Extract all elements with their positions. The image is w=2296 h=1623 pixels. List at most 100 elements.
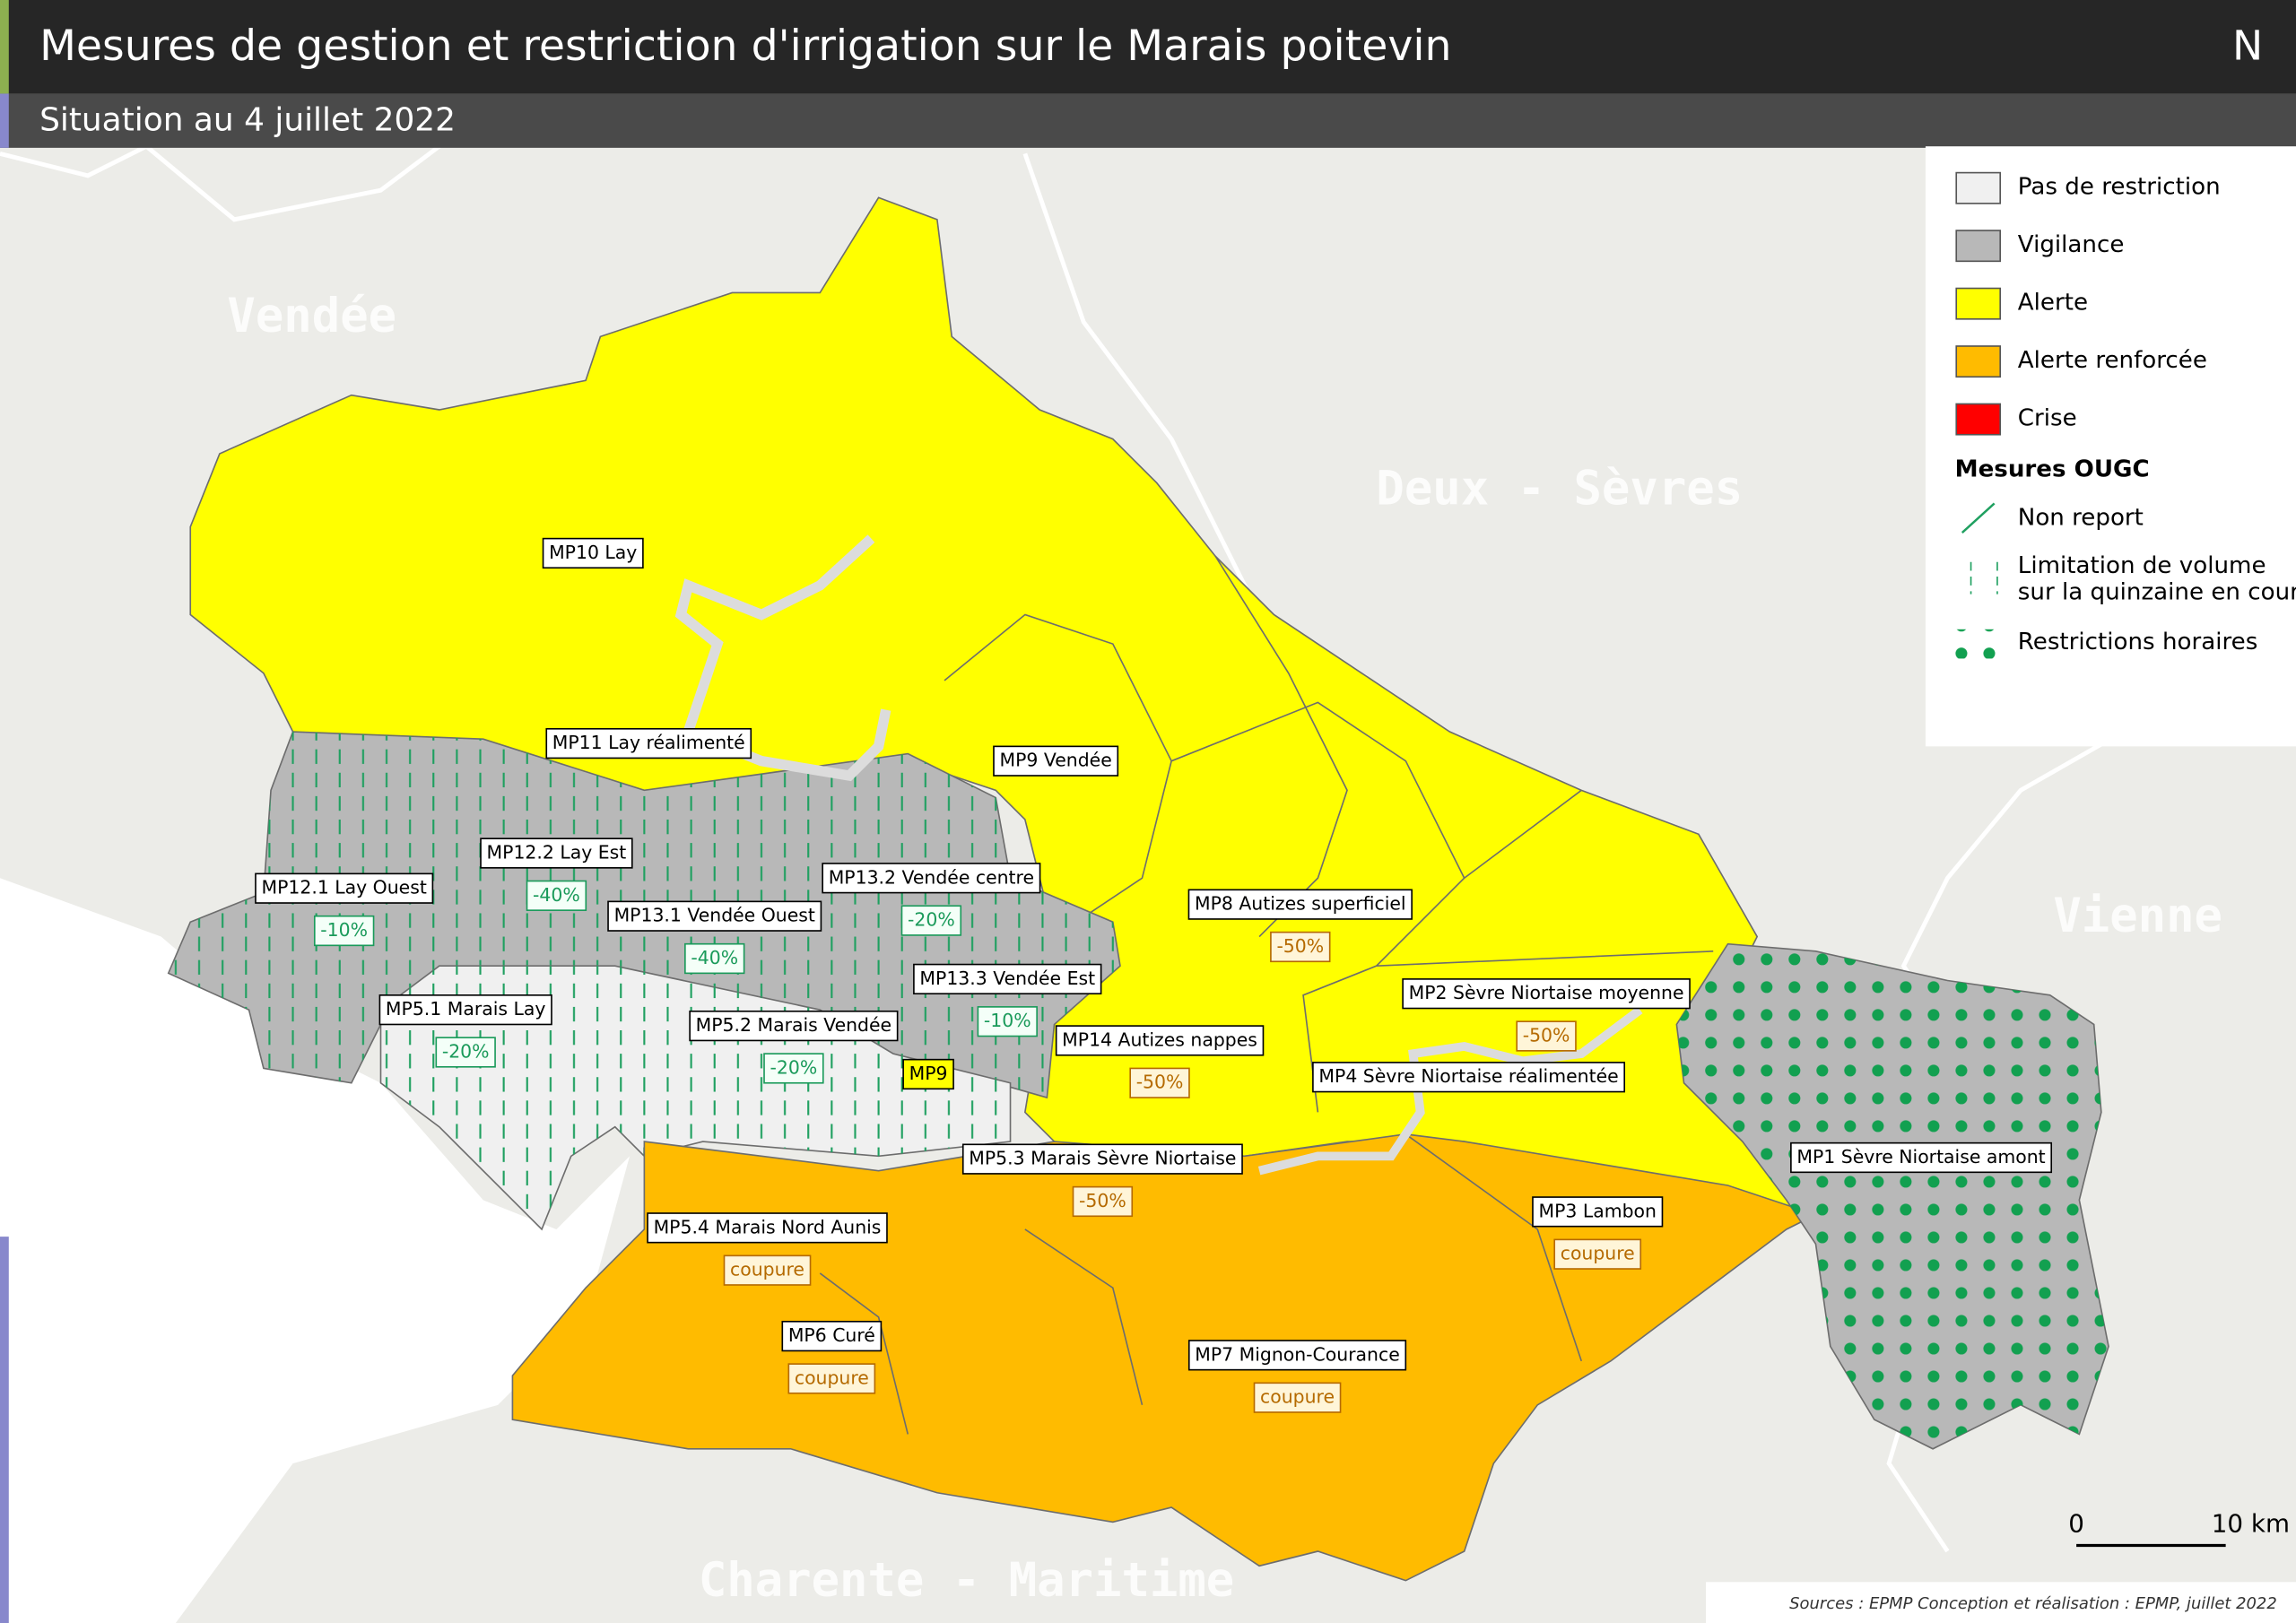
zone-label-box xyxy=(993,745,1119,777)
zone-label-box xyxy=(1402,978,1691,1010)
zone-measure-box xyxy=(684,942,745,975)
river xyxy=(674,534,891,782)
zone-measure: -50% xyxy=(1079,1190,1126,1211)
accent xyxy=(0,93,9,148)
zone-label: MP4 Sèvre Niortaise réalimentée xyxy=(1318,1065,1618,1087)
zone-measure-box xyxy=(1553,1238,1642,1270)
legend-label: sur la quinzaine en cours xyxy=(2018,579,2296,606)
zone-measure-box xyxy=(1072,1185,1134,1218)
legend-swatch xyxy=(1955,171,2002,204)
zone-measure: -20% xyxy=(770,1056,818,1078)
zone-measure: -50% xyxy=(1276,935,1324,957)
zone-label: MP13.3 Vendée Est xyxy=(919,968,1095,989)
zone-label: MP8 Autizes superficiel xyxy=(1195,893,1406,915)
zone-label-box xyxy=(689,1010,899,1042)
zone-measure-box xyxy=(1129,1067,1190,1098)
north-arrow: N xyxy=(2232,22,2263,69)
zone-measure: coupure xyxy=(795,1367,869,1388)
zone-label: MP12.2 Lay Est xyxy=(487,842,627,864)
zone-label-box xyxy=(913,963,1102,995)
sources-box xyxy=(1706,1582,2296,1623)
legend-swatch xyxy=(1955,403,2002,436)
zone-label: MP5.2 Marais Vendée xyxy=(696,1014,891,1036)
legend-label: Non report xyxy=(2018,504,2144,531)
zone-label: MP11 Lay réalimenté xyxy=(552,732,745,753)
zone-measure-box xyxy=(900,905,962,936)
river xyxy=(1257,1006,1643,1176)
dots xyxy=(1676,943,2109,1449)
zone-label-box xyxy=(822,863,1041,894)
legend-swatch xyxy=(1955,287,2002,320)
legend-subtitle: Mesures OUGC xyxy=(1955,456,2150,482)
zone-label-box xyxy=(647,1212,888,1244)
zone-label-box xyxy=(1187,1340,1407,1371)
zone-label-box xyxy=(542,537,644,569)
zone-label-box xyxy=(1312,1062,1626,1093)
zone-label: MP14 Autizes nappes xyxy=(1062,1028,1257,1050)
zone-measure-box xyxy=(787,1363,876,1394)
zone-boundary xyxy=(819,1133,1583,1435)
zone-measure: coupure xyxy=(1260,1386,1335,1408)
legend-label: Limitation de volume xyxy=(2018,552,2266,579)
legend-label: Alerte renforcée xyxy=(2018,347,2207,374)
zone-label: MP5.1 Marais Lay xyxy=(386,998,545,1020)
zone-label-box xyxy=(902,1058,954,1090)
zone-measure: -20% xyxy=(442,1040,490,1062)
zone-label-box xyxy=(1187,889,1413,920)
zone-label-box xyxy=(480,838,633,869)
legend-label: Pas de restriction xyxy=(2018,173,2221,200)
zone-measure: -40% xyxy=(691,947,738,968)
border xyxy=(0,143,441,222)
region-name: Vienne xyxy=(2053,890,2222,943)
zone-label: MP5.3 Marais Sèvre Niortaise xyxy=(969,1148,1236,1169)
zone-measure: -10% xyxy=(320,919,368,941)
legend-label: Restrictions horaires xyxy=(2018,629,2258,655)
legend-symbol xyxy=(1954,629,2002,659)
zone-measure-box xyxy=(723,1254,812,1286)
zone-label: MP5.4 Marais Nord Aunis xyxy=(654,1216,882,1237)
zone-label: MP13.1 Vendée Ouest xyxy=(614,905,815,926)
region-name: Deux - Sèvres xyxy=(1376,462,1743,516)
zone-label: MP12.1 Lay Ouest xyxy=(262,877,427,898)
zone-label: MP6 Curé xyxy=(788,1324,875,1346)
zone-measure-box xyxy=(526,880,587,911)
title: Mesures de gestion et restriction d'irri… xyxy=(39,22,1451,71)
zone-label-box xyxy=(1790,1141,2053,1174)
zone-label: MP9 Vendée xyxy=(1000,750,1112,771)
zone-measure-box xyxy=(1516,1020,1577,1052)
subheader-bar xyxy=(0,93,2296,148)
zone-label: MP1 Sèvre Niortaise amont xyxy=(1796,1146,2045,1167)
zone-measure-box xyxy=(435,1037,496,1068)
legend-label: Alerte xyxy=(2018,289,2088,316)
zone-measure: -50% xyxy=(1136,1072,1184,1093)
zone-measure: coupure xyxy=(730,1259,804,1280)
legend-label: Vigilance xyxy=(2018,231,2125,258)
zone-label-box xyxy=(378,994,552,1026)
zone-label-box xyxy=(961,1143,1243,1175)
sources: Sources : EPMP Conception et réalisation… xyxy=(1789,1594,2277,1613)
zone-label-box xyxy=(1055,1025,1265,1056)
legend-symbol xyxy=(1961,502,1996,534)
zone-measure: -40% xyxy=(533,884,580,906)
zone-measure: -10% xyxy=(984,1010,1031,1031)
zone-measure-box xyxy=(977,1006,1038,1037)
region-name: Vendée xyxy=(227,290,396,343)
zone-measure: -50% xyxy=(1523,1025,1570,1046)
subtitle: Situation au 4 juillet 2022 xyxy=(39,101,456,138)
sea xyxy=(0,878,631,1623)
zone-measure-box xyxy=(1270,931,1331,963)
zone-measure-box xyxy=(1253,1382,1342,1413)
zone-alerte-renforcee xyxy=(511,1133,1818,1582)
accent xyxy=(0,1237,9,1623)
legend-label: Crise xyxy=(2018,404,2077,431)
zone-label: MP7 Mignon-Courance xyxy=(1195,1343,1399,1365)
header-bar xyxy=(0,0,2296,94)
zone-label-box xyxy=(1532,1196,1664,1228)
region-name: Charente - Maritime xyxy=(699,1554,1234,1608)
zone-label-box xyxy=(545,727,752,759)
accent xyxy=(0,0,9,94)
zone-measure: -20% xyxy=(908,909,955,931)
zone-label: MP2 Sèvre Niortaise moyenne xyxy=(1409,982,1684,1003)
